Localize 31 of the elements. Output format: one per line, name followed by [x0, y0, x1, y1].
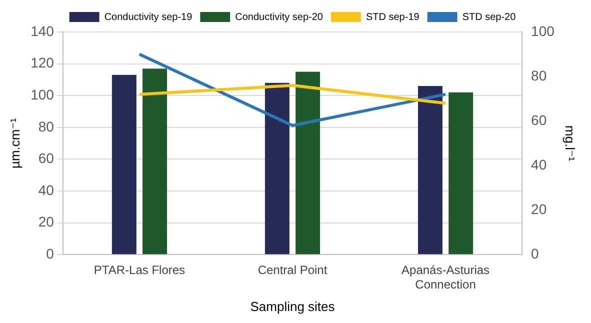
y2-tick-label: 0 [531, 245, 540, 262]
legend-label: STD sep-19 [366, 12, 420, 23]
legend-label: STD sep-20 [462, 12, 516, 23]
y-tick-label: 100 [30, 86, 54, 102]
legend-label: Conductivity sep-20 [235, 12, 324, 23]
legend-label: Conductivity sep-19 [104, 12, 193, 23]
category-label: Central Point [258, 263, 328, 278]
y-tick-label: 140 [30, 22, 54, 39]
y2-tick-label: 100 [531, 22, 555, 39]
category-label: Apanás-Asturias [402, 263, 490, 278]
y-tick-label: 60 [38, 150, 54, 166]
x-axis-title: Sampling sites [250, 298, 336, 314]
bar [142, 68, 168, 254]
y-tick-label: 80 [38, 118, 54, 134]
bar [296, 72, 320, 254]
y-tick-label: 0 [46, 245, 54, 262]
bar [448, 92, 474, 254]
y-tick-label: 40 [38, 182, 54, 198]
bar [112, 74, 136, 254]
y-tick-label: 20 [38, 214, 54, 230]
y2-tick-label: 60 [531, 112, 547, 128]
category-label: Connection [415, 278, 476, 292]
y-axis-title: µm.cm⁻¹ [7, 117, 22, 169]
bar [418, 86, 442, 254]
y2-tick-label: 40 [531, 156, 547, 172]
y2-axis-title: mg.l⁻¹ [562, 125, 578, 162]
y2-tick-label: 20 [531, 200, 547, 217]
y2-tick-label: 80 [531, 67, 547, 84]
category-label: PTAR-Las Flores [94, 263, 186, 278]
bar [264, 82, 290, 254]
y-tick-label: 120 [30, 54, 54, 71]
